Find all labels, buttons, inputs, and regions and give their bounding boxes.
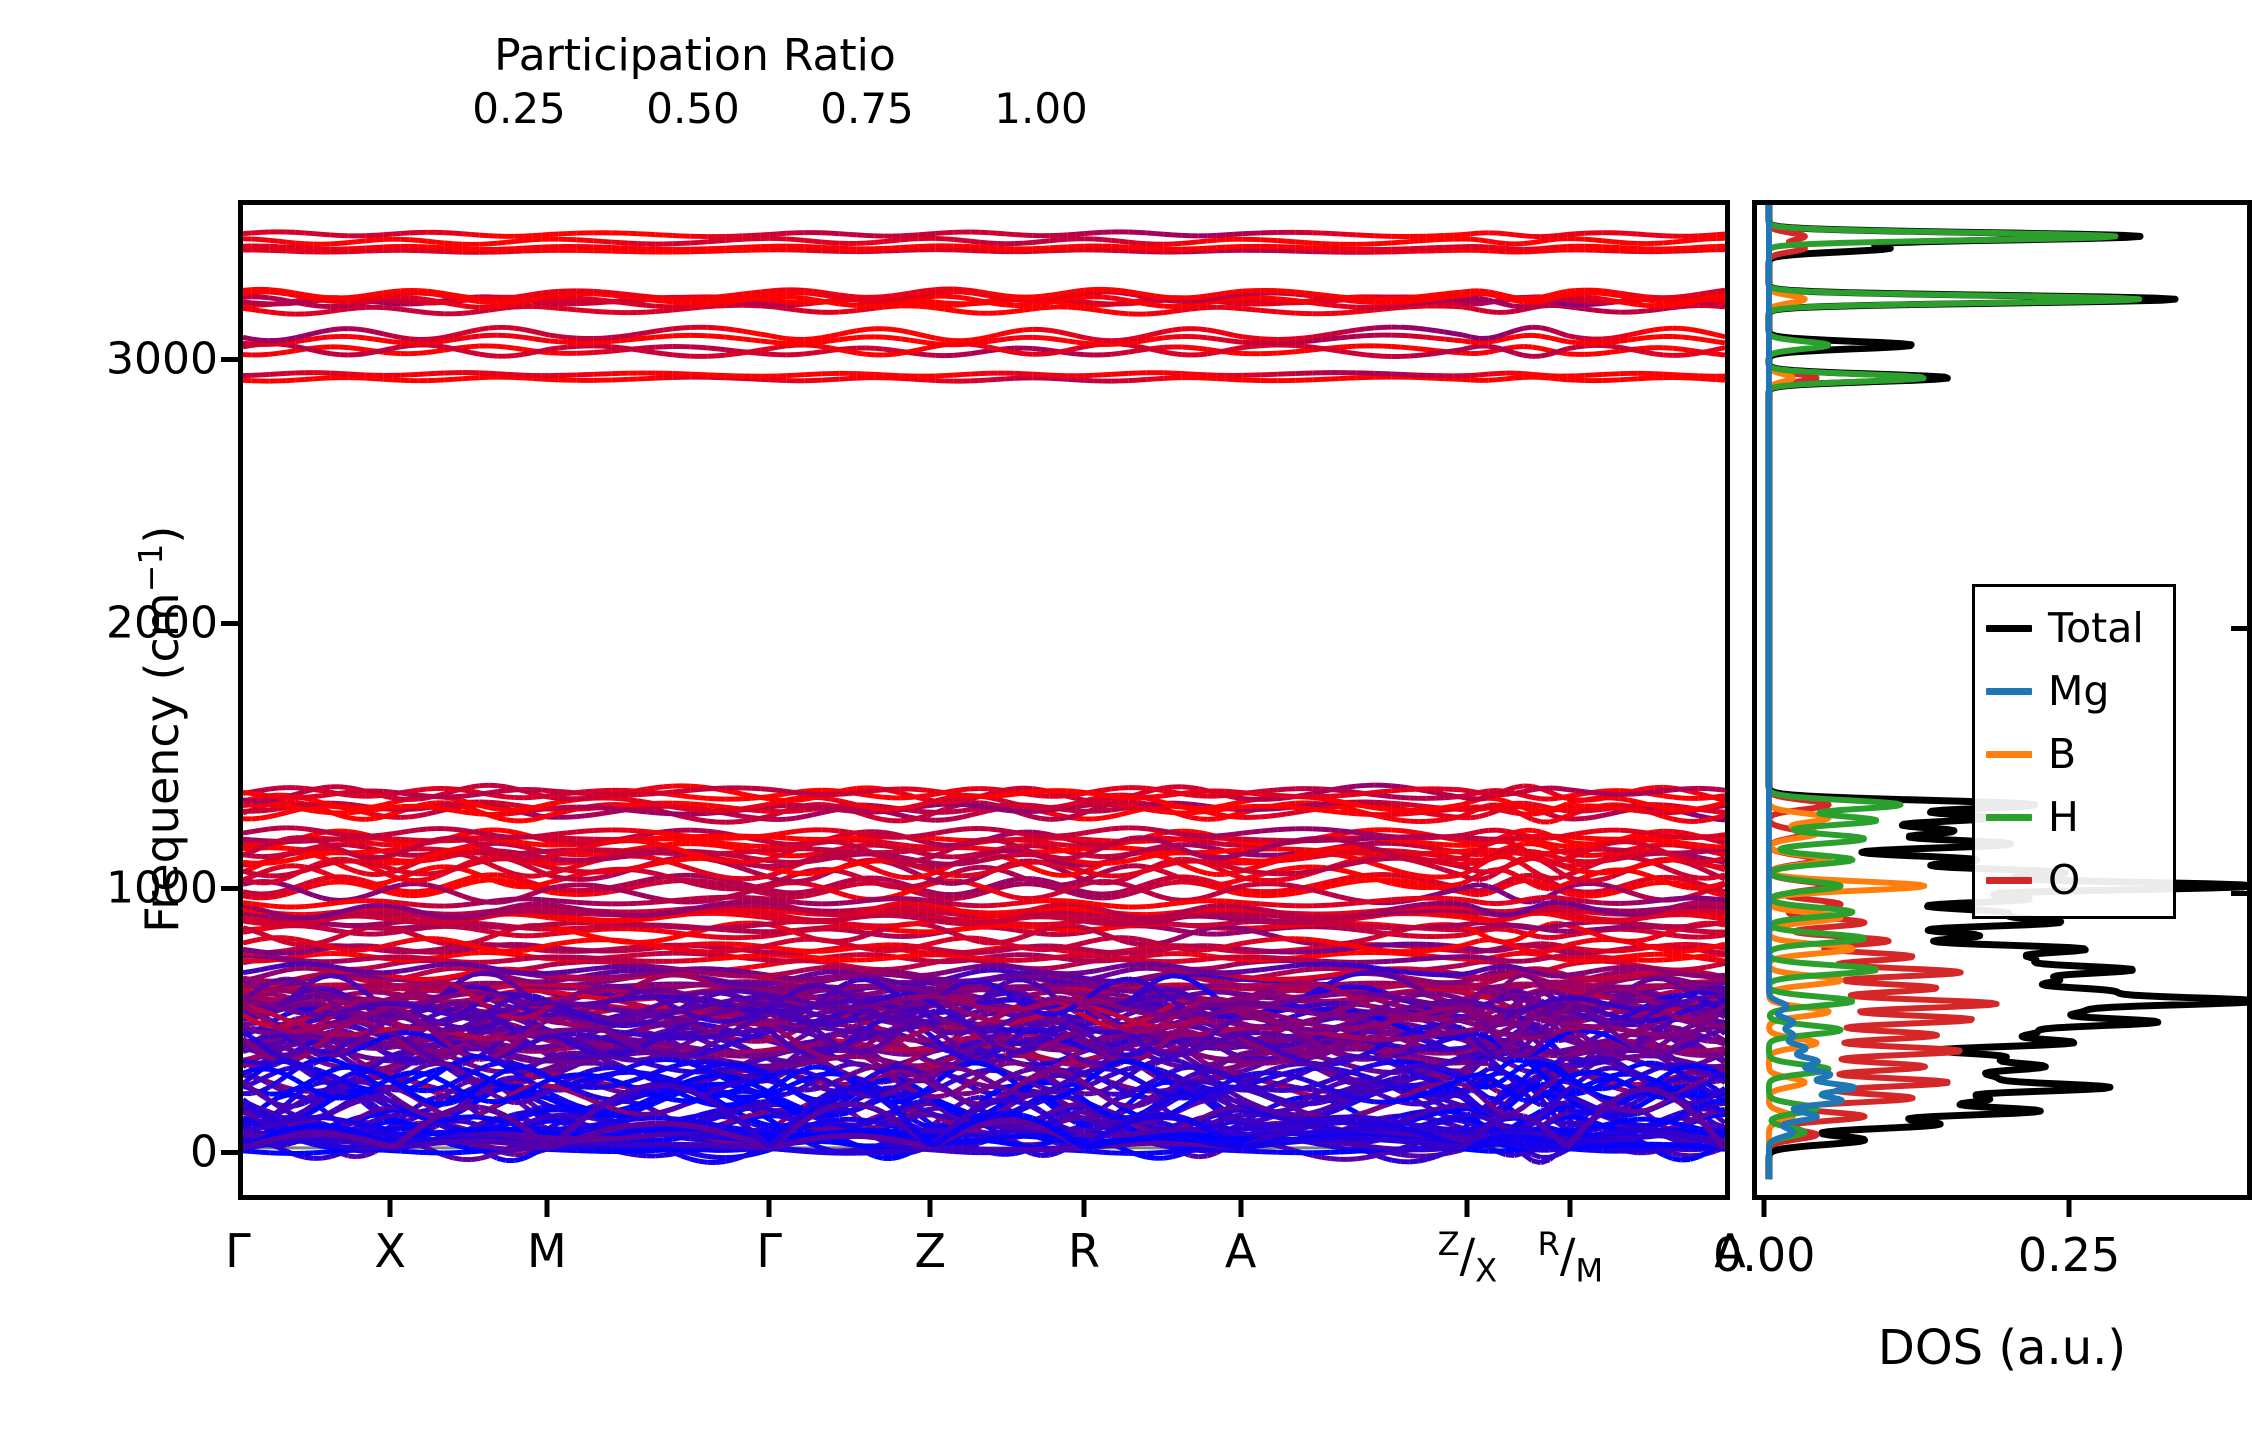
dos-curve-mg: [1766, 205, 1858, 1182]
band-y-tick-label: 0: [190, 1127, 218, 1178]
band-x-tick-label: Γ: [756, 1228, 782, 1274]
band-x-tick-label: Γ: [225, 1228, 251, 1274]
legend-color-swatch: [1986, 751, 2032, 758]
band-x-tick-label: X: [374, 1228, 406, 1274]
legend-item: H: [1975, 786, 2173, 849]
colorbar-tick-label: 0.25: [472, 84, 566, 133]
band-x-tick-label: R/M: [1538, 1228, 1604, 1287]
band-y-tick-mark: [221, 621, 238, 627]
legend-item: B: [1975, 723, 2173, 786]
band-y-tick-mark: [221, 885, 238, 891]
band-x-tick-label: A: [1225, 1228, 1256, 1274]
colorbar-tick-label: 0.50: [646, 84, 740, 133]
dos-legend: Total Mg B H O: [1972, 584, 2176, 919]
band-y-tick-mark: [221, 356, 238, 362]
legend-label: Total: [2048, 608, 2144, 649]
band-x-tick-mark: [766, 1200, 772, 1217]
band-y-tick-label: 1000: [106, 862, 218, 913]
band-x-tick-label: A: [1714, 1228, 1745, 1274]
band-x-tick-mark: [1238, 1200, 1244, 1217]
legend-item: Total: [1975, 597, 2173, 660]
legend-color-swatch: [1986, 814, 2032, 821]
y-label-superscript: −1: [131, 544, 170, 593]
band-x-tick-mark: [1567, 1200, 1573, 1217]
legend-color-swatch: [1986, 625, 2032, 632]
legend-item: Mg: [1975, 660, 2173, 723]
legend-label: H: [2048, 797, 2079, 838]
dos-plot: [1765, 205, 2247, 1182]
band-y-tick-mark: [221, 1150, 238, 1156]
band-x-tick-mark: [544, 1200, 550, 1217]
dos-x-tick-mark: [2066, 1200, 2072, 1217]
band-x-tick-label: M: [527, 1228, 567, 1274]
legend-color-swatch: [1986, 877, 2032, 884]
dos-x-axis-label: DOS (a.u.): [1752, 1320, 2252, 1376]
band-y-tick-label: 3000: [106, 333, 218, 384]
band-x-tick-label: R: [1068, 1228, 1100, 1274]
legend-item: O: [1975, 849, 2173, 912]
legend-color-swatch: [1986, 688, 2032, 695]
band-y-tick-label: 2000: [106, 598, 218, 649]
band-x-tick-mark: [1081, 1200, 1087, 1217]
dos-x-tick-label: 0.00: [1713, 1228, 1815, 1282]
band-x-tick-label: Z: [915, 1228, 947, 1274]
legend-label: O: [2048, 860, 2080, 901]
colorbar-tick-label: 1.00: [994, 84, 1088, 133]
band-x-tick-label: Z/X: [1438, 1228, 1498, 1287]
dos-y-tick-mark: [2231, 626, 2247, 632]
band-y-axis-label: Frequency (cm−1): [131, 309, 189, 1149]
colorbar-title: Participation Ratio: [345, 30, 1045, 81]
legend-label: Mg: [2048, 671, 2109, 712]
dos-x-tick-mark: [1761, 1200, 1767, 1217]
dos-x-tick-label: 0.25: [2018, 1228, 2120, 1282]
colorbar-tick-labels: 0.25 0.50 0.75 1.00: [345, 84, 1088, 134]
band-structure-axes: [238, 200, 1730, 1200]
colorbar-tick-label: 0.75: [820, 84, 914, 133]
dos-y-tick-mark: [2231, 890, 2247, 896]
band-structure-plot: [243, 205, 1725, 1195]
legend-label: B: [2048, 734, 2076, 775]
band-x-tick-mark: [927, 1200, 933, 1217]
band-x-tick-mark: [1464, 1200, 1470, 1217]
band-x-tick-mark: [387, 1200, 393, 1217]
